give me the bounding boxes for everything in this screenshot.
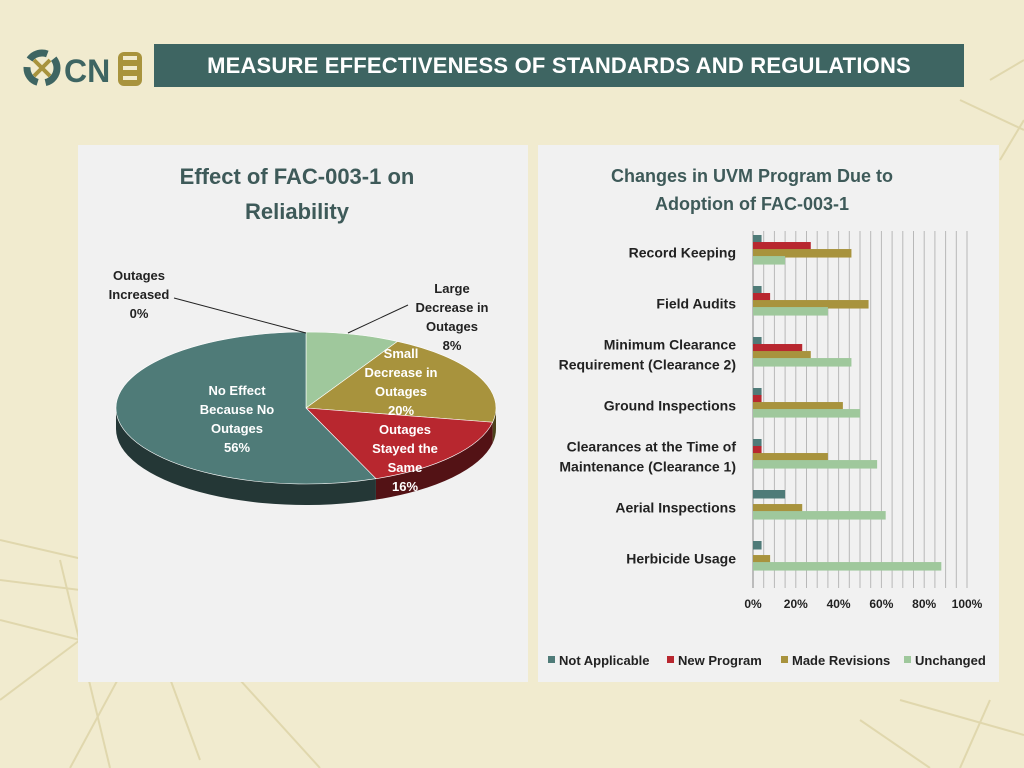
bar-1-2 — [753, 300, 869, 309]
legend-swatch-3 — [904, 656, 911, 663]
bar-chart: Changes in UVM Program Due to Adoption of… — [548, 166, 986, 668]
legend-swatch-1 — [667, 656, 674, 663]
bar-2-1 — [753, 344, 803, 353]
legend-label-0: Not Applicable — [559, 653, 650, 668]
bar-3-1 — [753, 395, 762, 404]
pie-label-0: Large — [434, 281, 469, 296]
category-label-4: Maintenance (Clearance 1) — [559, 459, 736, 475]
bar-3-0 — [753, 388, 762, 397]
pie-label-2: Same — [388, 460, 423, 475]
x-tick-label-1: 20% — [784, 597, 808, 611]
pie-label-4: Outages — [113, 268, 165, 283]
pie-label-1: 20% — [388, 403, 414, 418]
pie-label-1: Small — [384, 346, 419, 361]
bar-0-3 — [753, 256, 786, 265]
bar-2-0 — [753, 337, 762, 346]
bar-3-3 — [753, 409, 860, 418]
page-title: MEASURE EFFECTIVENESS OF STANDARDS AND R… — [154, 44, 964, 87]
bar-6-2 — [753, 555, 771, 564]
category-label-1: Field Audits — [656, 296, 736, 312]
pie-label-4: 0% — [130, 306, 149, 321]
x-tick-label-5: 100% — [952, 597, 983, 611]
bar-chart-panel: Changes in UVM Program Due to Adoption of… — [538, 145, 999, 682]
pie-label-0: Outages — [426, 319, 478, 334]
pie-label-2: Stayed the — [372, 441, 438, 456]
bar-6-3 — [753, 562, 942, 571]
category-label-2: Requirement (Clearance 2) — [559, 357, 736, 373]
pie-label-3: Outages — [211, 421, 263, 436]
category-label-5: Aerial Inspections — [615, 500, 736, 516]
bar-0-2 — [753, 249, 852, 258]
category-label-3: Ground Inspections — [604, 398, 736, 414]
bar-0-1 — [753, 242, 811, 251]
bar-0-0 — [753, 235, 762, 244]
bar-5-2 — [753, 504, 803, 513]
bar-6-0 — [753, 541, 762, 550]
pie-label-3: No Effect — [208, 383, 266, 398]
pie-title: Effect of FAC-003-1 on — [180, 164, 415, 189]
pie-label-0: 8% — [443, 338, 462, 353]
bar-4-1 — [753, 446, 762, 455]
pie-slice-1 — [305, 341, 497, 423]
pie-slice-side-1 — [492, 408, 496, 444]
pie-slice-side-3 — [116, 408, 376, 506]
bar-4-0 — [753, 439, 762, 448]
pie-label-3: 56% — [224, 440, 250, 455]
bar-1-0 — [753, 286, 762, 295]
bar-2-2 — [753, 351, 811, 360]
pie-chart: Effect of FAC-003-1 on Reliability Large De… — [109, 164, 497, 506]
pie-label-2: 16% — [392, 479, 418, 494]
pie-leader-line-4 — [173, 297, 307, 334]
category-label-2: Minimum Clearance — [604, 337, 736, 353]
pie-label-4: Increased — [109, 287, 170, 302]
bar-5-0 — [753, 490, 786, 499]
bar-chart-title: Changes in UVM Program Due to — [611, 166, 893, 186]
bar-chart-title: Adoption of FAC-003-1 — [655, 194, 849, 214]
legend-swatch-0 — [548, 656, 555, 663]
bar-2-3 — [753, 358, 852, 367]
bar-4-3 — [753, 460, 878, 469]
pie-label-1: Decrease in — [365, 365, 438, 380]
pie-slice-3 — [115, 331, 377, 485]
x-tick-label-0: 0% — [744, 597, 762, 611]
category-label-0: Record Keeping — [629, 245, 736, 261]
pie-label-3: Because No — [200, 402, 274, 417]
pie-label-0: Decrease in — [416, 300, 489, 315]
legend-label-3: Unchanged — [915, 653, 986, 668]
legend-swatch-2 — [781, 656, 788, 663]
category-label-4: Clearances at the Time of — [567, 439, 737, 455]
x-tick-label-2: 40% — [827, 597, 851, 611]
category-label-6: Herbicide Usage — [626, 551, 736, 567]
pie-title: Reliability — [245, 199, 350, 224]
pie-chart-panel: Effect of FAC-003-1 on Reliability Large De… — [78, 145, 528, 682]
bar-5-3 — [753, 511, 886, 520]
pie-slice-0 — [305, 331, 399, 409]
bar-3-2 — [753, 402, 843, 411]
legend-label-1: New Program — [678, 653, 762, 668]
x-tick-label-4: 80% — [912, 597, 936, 611]
pie-slice-side-2 — [375, 422, 493, 500]
bar-4-2 — [753, 453, 828, 462]
pie-label-2: Outages — [379, 422, 431, 437]
bar-1-1 — [753, 293, 771, 302]
legend-label-2: Made Revisions — [792, 653, 890, 668]
svg-text:CN: CN — [64, 53, 110, 89]
cnuc-logo: CN — [23, 49, 142, 89]
pie-slice-2 — [305, 407, 494, 479]
x-tick-label-3: 60% — [869, 597, 893, 611]
pie-label-1: Outages — [375, 384, 427, 399]
pie-leader-line-0 — [347, 304, 409, 334]
bar-1-3 — [753, 307, 828, 316]
